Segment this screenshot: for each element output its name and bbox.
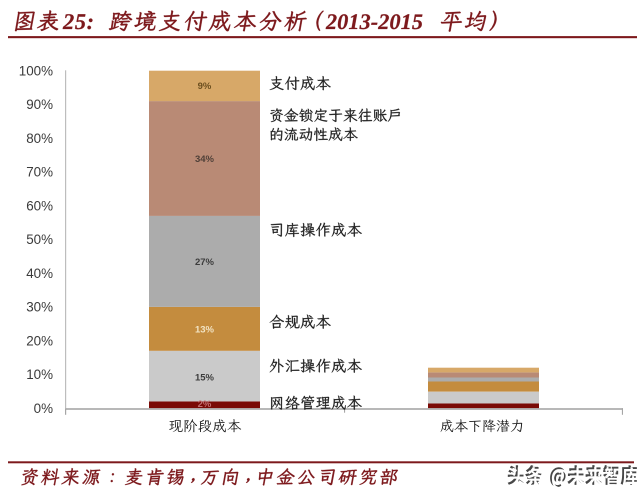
svg-text:10%: 10% — [26, 367, 53, 382]
svg-text:40%: 40% — [26, 266, 53, 281]
svg-text:60%: 60% — [26, 198, 53, 213]
svg-text:100%: 100% — [19, 63, 53, 78]
svg-text:80%: 80% — [26, 131, 53, 146]
svg-text:34%: 34% — [195, 154, 215, 165]
svg-text:13%: 13% — [195, 324, 215, 335]
svg-text:9%: 9% — [198, 81, 212, 92]
svg-text:2%: 2% — [198, 399, 212, 410]
svg-text:50%: 50% — [26, 232, 53, 247]
svg-text:70%: 70% — [26, 165, 53, 180]
svg-text:27%: 27% — [195, 257, 215, 268]
svg-text:90%: 90% — [26, 97, 53, 112]
svg-text:15%: 15% — [195, 372, 215, 383]
svg-text:0%: 0% — [34, 401, 53, 416]
svg-text:30%: 30% — [26, 300, 53, 315]
svg-text:20%: 20% — [26, 333, 53, 348]
